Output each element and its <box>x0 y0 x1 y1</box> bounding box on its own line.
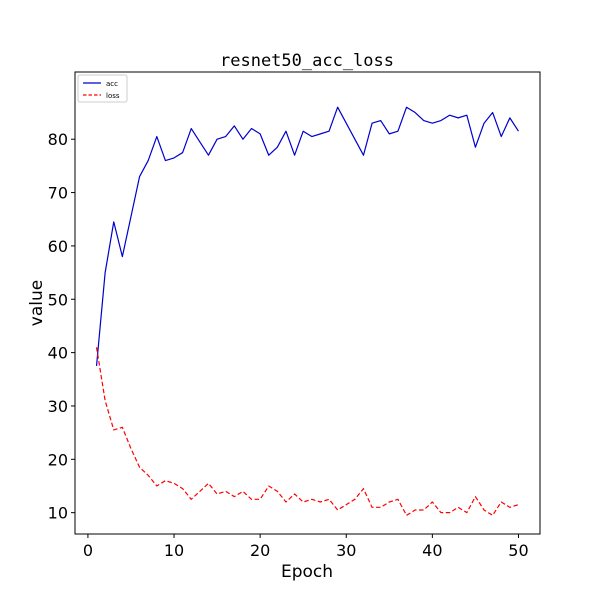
x-tick-label: 30 <box>336 541 356 560</box>
y-axis-ticks: 10 20 30 40 50 60 70 80 <box>48 130 75 523</box>
series-lines <box>95 106 519 516</box>
y-axis-label: value <box>27 280 47 326</box>
y-tick-label: 60 <box>48 237 68 256</box>
plot-area <box>74 71 541 535</box>
y-tick-label: 40 <box>48 344 68 363</box>
series-line-acc <box>95 106 519 367</box>
legend-label-loss: loss <box>106 92 120 100</box>
x-axis-ticks: 0 10 20 30 40 50 <box>83 534 529 560</box>
x-tick-label: 20 <box>250 541 270 560</box>
y-tick-label: 70 <box>48 184 68 203</box>
y-tick-label: 30 <box>48 397 68 416</box>
y-tick-label: 20 <box>48 450 68 469</box>
x-tick-label: 10 <box>164 541 184 560</box>
legend-box <box>77 74 128 103</box>
y-tick-label: 80 <box>48 130 68 149</box>
legend-label-acc: acc <box>106 80 118 88</box>
x-axis-label: Epoch <box>281 562 333 582</box>
x-tick-label: 40 <box>422 541 442 560</box>
chart-title: resnet50_acc_loss <box>220 51 394 71</box>
y-tick-label: 10 <box>48 504 68 523</box>
legend: acc loss <box>77 74 128 103</box>
series-line-loss <box>95 347 519 516</box>
x-tick-label: 50 <box>508 541 528 560</box>
x-tick-label: 0 <box>83 541 93 560</box>
y-tick-label: 50 <box>48 290 68 309</box>
